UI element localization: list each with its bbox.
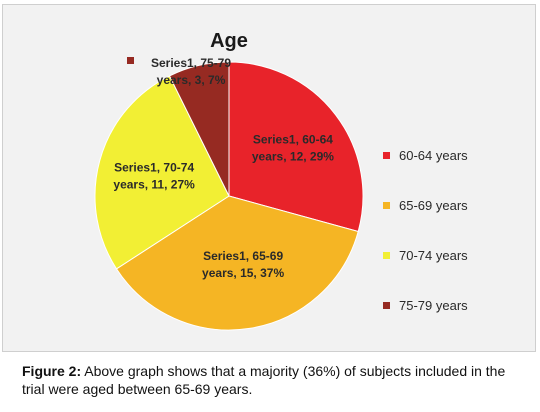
pie-slice-70-74-years — [94, 75, 230, 270]
legend-swatch-60-64-years — [383, 152, 390, 159]
legend-swatch-70-74-years — [383, 252, 390, 259]
caption-text: Above graph shows that a majority (36%) … — [22, 363, 506, 397]
data-label-75-79-years: Series1, 75-79 years, 3, 7% — [151, 56, 231, 87]
legend-label-70-74-years: 70-74 years — [399, 248, 468, 263]
legend-label-65-69-years: 65-69 years — [399, 198, 468, 213]
data-label-65-69-years: Series1, 65-69 years, 15, 37% — [202, 249, 284, 280]
pie-slice-65-69-years — [115, 195, 359, 331]
legend-label-60-64-years: 60-64 years — [399, 148, 468, 163]
data-label-marker-75-79-years — [127, 57, 134, 64]
caption-label: Figure 2: — [22, 363, 82, 379]
legend-swatch-65-69-years — [383, 202, 390, 209]
legend-swatch-75-79-years — [383, 302, 390, 309]
data-label-60-64-years: Series1, 60-64 years, 12, 29% — [252, 132, 334, 163]
pie-slice-75-79-years — [168, 61, 230, 197]
pie-chart: Age Series1, 60-64 years, 12, 29% Series1, … — [94, 30, 468, 331]
figure-caption: Figure 2: Above graph shows that a major… — [22, 362, 527, 398]
chart-title: Age — [210, 30, 248, 52]
pie-slice-60-64-years — [228, 61, 364, 233]
legend-label-75-79-years: 75-79 years — [399, 298, 468, 313]
data-label-70-74-years: Series1, 70-74 years, 11, 27% — [113, 160, 195, 191]
chart-frame: Age Series1, 60-64 years, 12, 29% Series1, … — [2, 4, 536, 352]
